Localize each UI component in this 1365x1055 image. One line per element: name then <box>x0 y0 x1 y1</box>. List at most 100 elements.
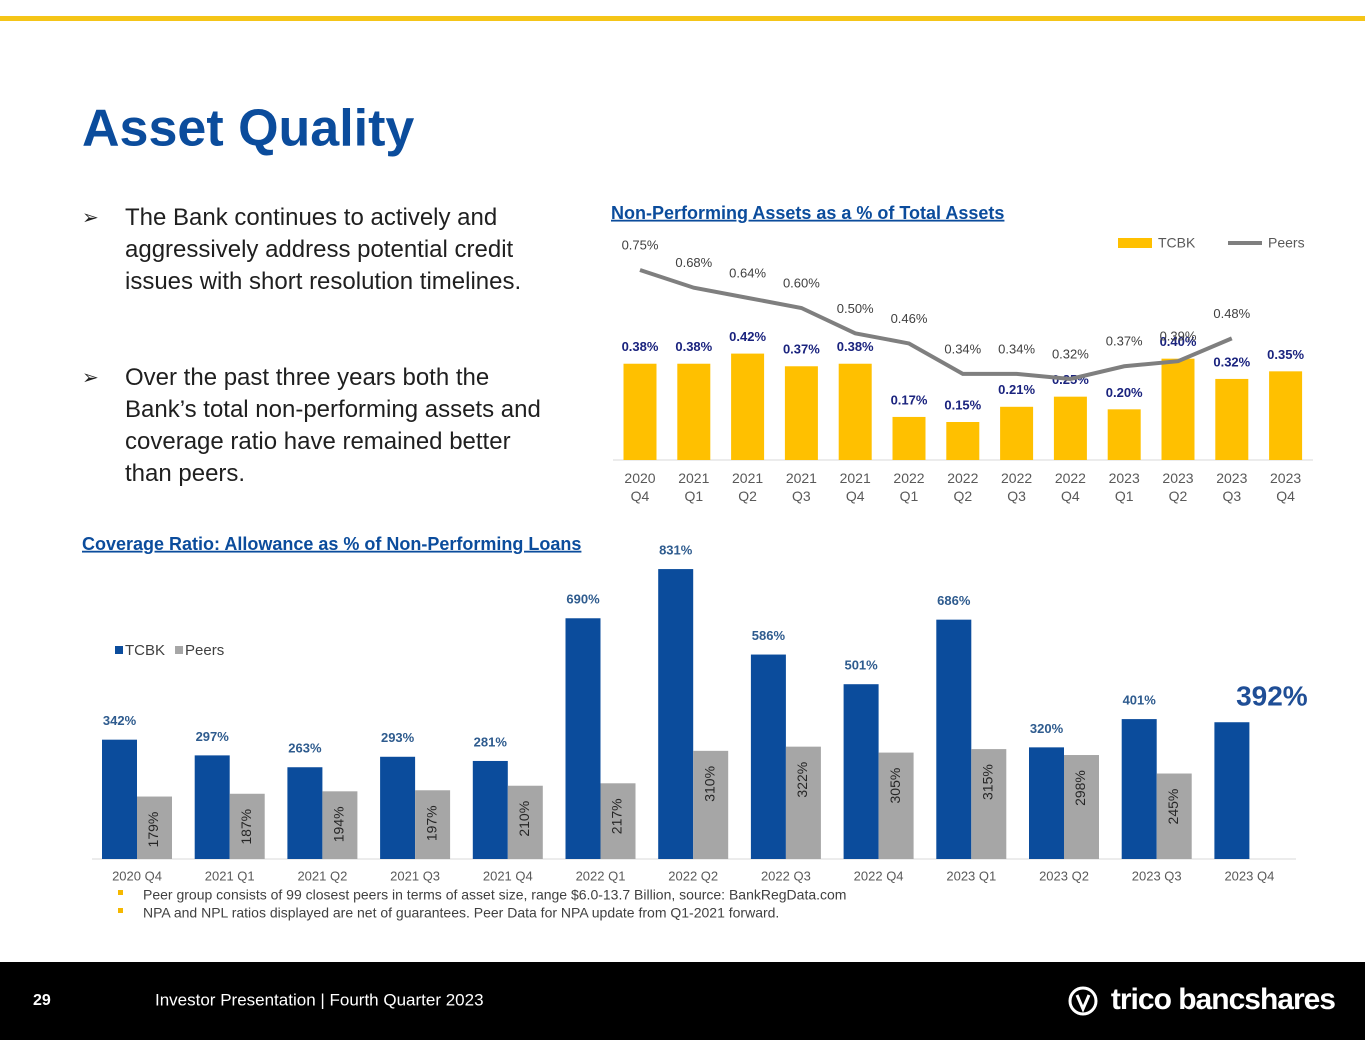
x-tick-label: 2022 Q3 <box>761 868 811 883</box>
legend-label: TCBK <box>1158 235 1196 251</box>
bar <box>1064 755 1099 859</box>
bar <box>600 783 636 859</box>
x-tick-label: 2020 Q4 <box>112 868 162 883</box>
x-tick-label: 2022 Q3 <box>1001 470 1032 504</box>
bar-value-label: 831% <box>659 543 693 558</box>
x-tick-label: 2023 Q1 <box>1109 470 1140 504</box>
logo-icon <box>1068 986 1098 1016</box>
bar <box>785 746 821 859</box>
bar-value-label: 686% <box>937 593 971 608</box>
bar <box>194 755 230 859</box>
footnote: NPA and NPL ratios displayed are net of … <box>143 905 779 921</box>
bar <box>287 767 323 859</box>
bar <box>1214 722 1250 859</box>
line-value-label: 0.48% <box>1213 306 1250 321</box>
legend-swatch <box>1118 238 1152 248</box>
bar-value-label: 245% <box>1165 789 1181 825</box>
bar <box>750 654 786 859</box>
bar <box>137 796 172 859</box>
x-tick-label: 2021 Q1 <box>205 868 255 883</box>
bar-value-label: 281% <box>474 734 508 749</box>
bar <box>472 760 508 859</box>
bar-value-label: 392% <box>1236 681 1308 712</box>
bar-value-label: 0.40% <box>1160 334 1197 349</box>
line-value-label: 0.34% <box>944 341 981 356</box>
bar <box>229 793 265 859</box>
bullet-text: The Bank continues to actively and aggre… <box>125 204 522 295</box>
x-tick-label: 2021 Q2 <box>297 868 347 883</box>
line-value-label: 0.32% <box>1052 346 1089 361</box>
chart-title: Coverage Ratio: Allowance as % of Non-Pe… <box>82 534 581 554</box>
bar-value-label: 342% <box>103 713 137 728</box>
bar-value-label: 0.32% <box>1213 354 1250 369</box>
bar-value-label: 194% <box>331 806 347 842</box>
bar <box>507 785 543 859</box>
bar-value-label: 501% <box>844 658 878 673</box>
bar-value-label: 0.15% <box>944 397 981 412</box>
x-tick-label: 2023 Q3 <box>1132 868 1182 883</box>
bar <box>784 366 818 460</box>
bar <box>1000 406 1034 460</box>
x-tick-label: 2022 Q2 <box>668 868 718 883</box>
bar-value-label: 298% <box>1072 770 1088 806</box>
bullet: ➢ Over the past three years both the Bank… <box>82 364 541 487</box>
bar <box>623 363 657 460</box>
bar-value-label: 305% <box>887 768 903 804</box>
bar-value-label: 690% <box>566 592 600 607</box>
bar <box>1029 747 1064 859</box>
bar-value-label: 187% <box>238 809 254 845</box>
footnote-bullet <box>118 908 123 913</box>
bar-value-label: 0.35% <box>1267 347 1304 362</box>
x-tick-label: 2023 Q3 <box>1216 470 1247 504</box>
line-value-label: 0.37% <box>1106 334 1143 349</box>
bar <box>1107 409 1141 460</box>
x-tick-label: 2021 Q1 <box>678 470 709 504</box>
bar-value-label: 0.38% <box>837 339 874 354</box>
bar-value-label: 197% <box>423 805 439 841</box>
bar-value-label: 401% <box>1123 693 1157 708</box>
bar <box>1161 358 1195 460</box>
bar-value-label: 310% <box>701 766 717 802</box>
bar-value-label: 297% <box>196 729 230 744</box>
chart-title: Non-Performing Assets as a % of Total As… <box>611 203 1004 223</box>
bar <box>878 752 914 859</box>
footnote: Peer group consists of 99 closest peers … <box>143 887 846 903</box>
top-rule <box>0 16 1365 21</box>
bar-value-label: 217% <box>609 798 625 834</box>
legend-swatch <box>175 646 184 654</box>
bar <box>693 750 729 859</box>
bar <box>415 790 451 859</box>
bar-value-label: 586% <box>752 628 786 643</box>
x-tick-label: 2023 Q1 <box>946 868 996 883</box>
bar <box>1269 371 1303 460</box>
x-tick-label: 2022 Q4 <box>1055 470 1086 504</box>
bar-value-label: 0.38% <box>675 339 712 354</box>
bar <box>892 416 926 460</box>
line <box>639 268 1233 381</box>
bar-value-label: 179% <box>145 812 161 848</box>
x-tick-label: 2022 Q1 <box>893 470 924 504</box>
bar-value-label: 0.42% <box>729 329 766 344</box>
line-value-label: 0.75% <box>622 237 659 252</box>
bar-value-label: 0.20% <box>1106 385 1143 400</box>
bar-value-label: 322% <box>794 762 810 798</box>
x-tick-label: 2021 Q3 <box>786 470 817 504</box>
bar-value-label: 0.37% <box>783 342 820 357</box>
bar-value-label: 210% <box>516 801 532 837</box>
footer-band <box>0 962 1365 1040</box>
x-tick-label: 2021 Q2 <box>732 470 763 504</box>
x-tick-label: 2022 Q4 <box>854 868 904 883</box>
footnote-bullet <box>118 890 123 895</box>
line-value-label: 0.39% <box>1160 329 1197 344</box>
bar-value-label: 293% <box>381 730 415 745</box>
x-tick-label: 2023 Q2 <box>1162 470 1193 504</box>
bullet-text: Over the past three years both the Bank’… <box>125 364 541 487</box>
bar <box>838 363 872 460</box>
bar <box>843 684 879 859</box>
bar <box>1053 396 1087 460</box>
x-tick-label: 2023 Q2 <box>1039 868 1089 883</box>
bar-value-label: 0.21% <box>998 382 1035 397</box>
page-number: 29 <box>33 992 51 1009</box>
